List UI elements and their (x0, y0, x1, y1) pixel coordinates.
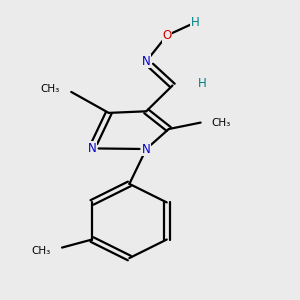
Text: CH₃: CH₃ (41, 84, 60, 94)
Text: H: H (190, 16, 200, 29)
Text: N: N (142, 142, 151, 155)
Text: CH₃: CH₃ (32, 246, 51, 256)
Text: N: N (142, 55, 151, 68)
Text: N: N (88, 142, 96, 155)
Text: O: O (162, 29, 172, 42)
Text: CH₃: CH₃ (212, 118, 231, 128)
Text: H: H (198, 77, 207, 90)
